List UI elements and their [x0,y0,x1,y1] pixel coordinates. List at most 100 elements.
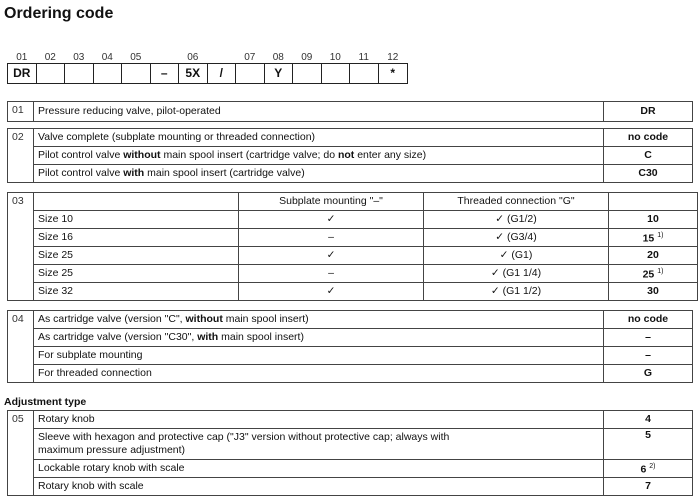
position-number: 03 [73,52,85,63]
threaded-availability: ✓ (G1/2) [423,210,609,229]
code-position: 04 [94,52,122,83]
position-number: 07 [244,52,256,63]
page-title: Ordering code [4,5,114,22]
option-code: 7 [603,477,693,496]
code-value: 4 [645,413,651,425]
code-value: 25 [642,268,655,281]
code-value: 30 [647,285,659,297]
table-row: Size 16– ✓ (G3/4) 15 1) [8,228,698,247]
threaded-availability: ✓ (G1 1/2) [423,282,609,301]
subplate-availability: ✓ [238,246,424,265]
description-text: main spool insert (cartridge valve) [144,167,305,179]
description-text: main spool insert) [218,331,304,343]
position-number: 08 [272,52,284,63]
table-row: Lockable rotary knob with scale 6 2) [8,459,693,478]
size-label: Size 10 [33,210,239,229]
code-position: – [151,64,179,83]
option-description: Rotary knob [33,410,604,429]
option-code: 4 [603,410,693,429]
section-table-04: 04 As cartridge valve (version "C", witho… [7,310,693,383]
code-value: – [645,349,651,361]
size-label: Size 32 [33,282,239,301]
position-number: 06 [187,52,199,63]
table-row: Pilot control valve with main spool inse… [8,164,693,183]
table-row: Sleeve with hexagon and protective cap (… [8,428,693,460]
table-row: For threaded connection G [8,364,693,383]
table-row: 04 As cartridge valve (version "C", witho… [7,310,693,383]
description-text: Pressure reducing valve, pilot-operated [38,105,221,117]
option-description: Pilot control valve without main spool i… [33,146,604,165]
footnote-ref: 1) [657,232,664,240]
option-code: 30 [608,282,698,301]
threaded-availability: ✓ (G1 1/4) [423,264,609,283]
position-number: 09 [301,52,313,63]
code-value: C30 [638,167,658,179]
column-header [33,192,239,211]
description-text: without [123,149,161,161]
table-row: Size 25 ✓ ✓ (G1) 20 [8,246,698,265]
table-row: 05 Rotary knob 4 [7,410,693,496]
option-code: 15 1) [608,228,698,247]
section-number: 03 [7,192,34,301]
table-row: 01 Pressure reducing valve, pilot-operate… [7,101,693,122]
size-label: Size 25 [33,264,239,283]
position-value: DR [13,66,31,80]
section-table-03: 03 Subplate mounting "–" Threaded connecti… [7,192,698,301]
section-number: 05 [7,410,34,496]
description-text: main spool insert (cartridge valve; do [160,149,338,161]
size-label: Size 16 [33,228,239,247]
description-text: Rotary knob [38,413,95,425]
position-number: 04 [101,52,113,63]
description-text: not [337,149,355,161]
subplate-availability: – [238,264,424,283]
ordering-code-boxes: 01 DR 02 03 04 05–06 5X/07 08 Y 09 10 11 12 * [7,52,408,84]
threaded-availability: ✓ (G3/4) [423,228,609,247]
position-value: 5X [185,66,201,80]
description-text: For subplate mounting [38,349,143,361]
column-header: Subplate mounting "–" [238,192,424,211]
option-code: 5 [603,428,693,460]
table-row: Size 32 ✓ ✓ (G1 1/2) 30 [8,282,698,301]
position-number: 11 [358,52,369,63]
subplate-availability: ✓ [238,282,424,301]
code-position: 11 [350,52,379,83]
table-row: 02 Valve complete (subplate mounting or t… [7,128,693,183]
option-code: no code [603,310,693,329]
section-number: 01 [7,101,34,122]
description-text: Lockable rotary knob with scale [38,462,185,474]
table-header-row: 03 Subplate mounting "–" Threaded connecti… [7,192,698,301]
description-text: Pilot control valve [38,167,124,179]
option-code: C [603,146,693,165]
footnote-ref: 2) [649,463,656,471]
code-value: 10 [647,213,659,225]
code-position: 10 [322,52,350,83]
option-code: no code [603,128,693,147]
position-number: 10 [329,52,341,63]
option-code: 10 [608,210,698,229]
code-position: 03 [65,52,94,83]
table-row: For subplate mounting – [8,346,693,365]
position-number: 12 [387,52,399,63]
section-table-05: 05 Rotary knob 4 Sleeve with hexagon and pr… [7,410,693,496]
table-row: Pilot control valve without main spool i… [8,146,693,165]
option-code: C30 [603,164,693,183]
option-description: For subplate mounting [33,346,604,365]
option-description: Lockable rotary knob with scale [33,459,604,478]
threaded-availability: ✓ (G1) [423,246,609,265]
code-value: 6 [640,463,647,476]
position-number: 02 [44,52,56,63]
code-value: DR [640,105,656,117]
position-value: * [390,66,396,80]
position-number: 05 [130,52,142,63]
code-value: C [644,149,652,161]
section-number: 02 [7,128,34,183]
section-number: 04 [7,310,34,383]
code-value: no code [627,131,669,143]
code-value: 7 [645,480,651,492]
code-value: no code [627,313,669,325]
description-text: enter any size) [354,149,427,161]
option-description: Pilot control valve with main spool inse… [33,164,604,183]
option-code: 20 [608,246,698,265]
position-value: / [219,66,223,80]
column-header: Threaded connection "G" [423,192,609,211]
